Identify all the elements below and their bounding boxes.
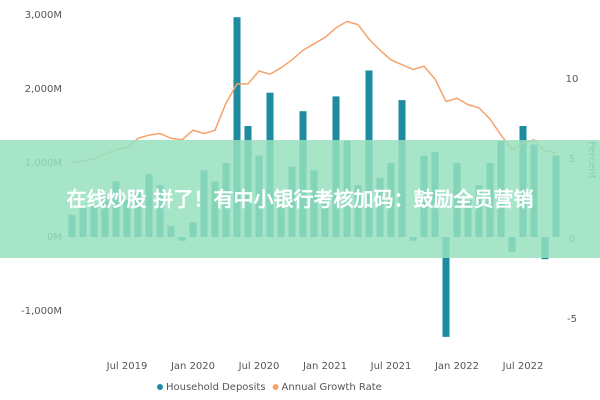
legend-label: Annual Growth Rate (282, 382, 382, 393)
bar (442, 237, 450, 337)
bar (233, 17, 241, 237)
x-tick-label: Jul 2020 (238, 361, 280, 372)
y2-tick-label: -5 (567, 314, 577, 325)
headline-banner: 在线炒股 拼了！有中小银行考核加码：鼓励全员营销 (0, 140, 600, 258)
y-tick-label: 3,000M (25, 10, 62, 21)
x-tick-label: Jul 2022 (502, 361, 544, 372)
headline: 在线炒股 拼了！有中小银行考核加码：鼓励全员营销 (66, 187, 534, 211)
x-tick-label: Jan 2020 (170, 361, 215, 372)
legend-marker (272, 384, 279, 390)
y-tick-label: -1,000M (21, 306, 62, 317)
x-tick-label: Jul 2021 (370, 361, 412, 372)
y2-tick-label: 10 (566, 74, 579, 85)
x-tick-label: Jul 2019 (106, 361, 148, 372)
x-tick-label: Jan 2021 (302, 361, 347, 372)
line (71, 20, 557, 164)
legend-label: Household Deposits (166, 382, 266, 393)
x-tick-label: Jan 2022 (434, 361, 479, 372)
y-tick-label: 2,000M (25, 84, 62, 95)
legend-marker (157, 384, 163, 390)
